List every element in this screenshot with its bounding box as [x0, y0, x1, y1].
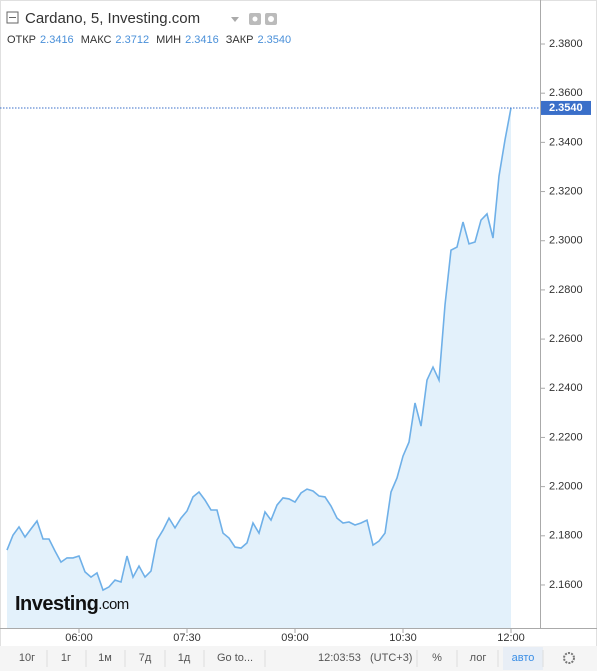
- range-button[interactable]: 7д: [139, 652, 152, 664]
- chart-title: Cardano, 5, Investing.com: [25, 10, 200, 27]
- ohlc-label: МИН: [156, 34, 181, 46]
- logo-brand: Investing.com: [15, 593, 129, 615]
- ohlc-value: 2.3540: [257, 34, 291, 46]
- eye-icon-pupil: [252, 16, 258, 22]
- range-button[interactable]: 10г: [19, 652, 35, 664]
- x-tick-label: 06:00: [65, 632, 93, 644]
- axes: 2.1600 2.1800 2.2000 2.2200 2.2400 2.2600 2.28…: [0, 38, 591, 644]
- last-price-box: [541, 100, 591, 115]
- logo-brand-text: Investing: [15, 593, 98, 615]
- y-tick-label: 2.2400: [549, 382, 583, 394]
- settings-gear[interactable]: [563, 652, 575, 664]
- y-tick-label: 2.3200: [549, 185, 583, 197]
- last-price-label: 2.3540: [549, 102, 583, 114]
- y-tick-label: 2.2200: [549, 431, 583, 443]
- settings-icon-center: [268, 16, 274, 22]
- x-tick-label: 10:30: [389, 632, 417, 644]
- y-tick-label: 2.1600: [549, 579, 583, 591]
- price-line: [6, 107, 512, 592]
- range-button[interactable]: 1м: [98, 652, 112, 664]
- ohlc-label: МАКС: [81, 34, 112, 46]
- goto-button[interactable]: Go to...: [217, 652, 253, 664]
- plot: [6, 107, 512, 628]
- y-tick-label: 2.3800: [549, 38, 583, 50]
- x-tick-label: 07:30: [173, 632, 201, 644]
- y-tick-label: 2.2600: [549, 333, 583, 345]
- logo-suffix: .com: [98, 596, 129, 613]
- ohlc-row: ОТКР 2.3416 МАКС 2.3712 МИН 2.3416 ЗАКР 2.3540: [7, 34, 291, 46]
- ohlc-label: ЗАКР: [226, 34, 254, 46]
- y-tick-label: 2.3000: [549, 235, 583, 247]
- clock: 12:03:53: [318, 652, 361, 664]
- y-tick-label: 2.1800: [549, 530, 583, 542]
- y-tick-label: 2.2000: [549, 481, 583, 493]
- y-tick-label: 2.2800: [549, 284, 583, 296]
- ohlc-value: 2.3416: [40, 34, 74, 46]
- scale-button[interactable]: авто: [512, 652, 535, 664]
- timezone[interactable]: (UTC+3): [370, 652, 412, 664]
- range-button[interactable]: 1г: [61, 652, 71, 664]
- ohlc-value: 2.3712: [115, 34, 149, 46]
- dropdown-arrow[interactable]: [231, 17, 239, 22]
- scale-button[interactable]: лог: [470, 652, 487, 664]
- scale-button[interactable]: %: [432, 652, 442, 664]
- x-tick-label: 09:00: [281, 632, 309, 644]
- ohlc-value: 2.3416: [185, 34, 219, 46]
- y-tick-label: 2.3400: [549, 136, 583, 148]
- x-tick-label: 12:00: [497, 632, 525, 644]
- toolbar-items: 10г 1г 1м 7д 1д Go to... 12:03:53 (UTC+3)% лог ав…: [19, 647, 575, 670]
- ohlc-label: ОТКР: [7, 34, 36, 46]
- range-button[interactable]: 1д: [178, 652, 191, 664]
- area-fill: [7, 107, 511, 628]
- y-tick-label: 2.3600: [549, 87, 583, 99]
- auto-button-bg: [503, 647, 543, 670]
